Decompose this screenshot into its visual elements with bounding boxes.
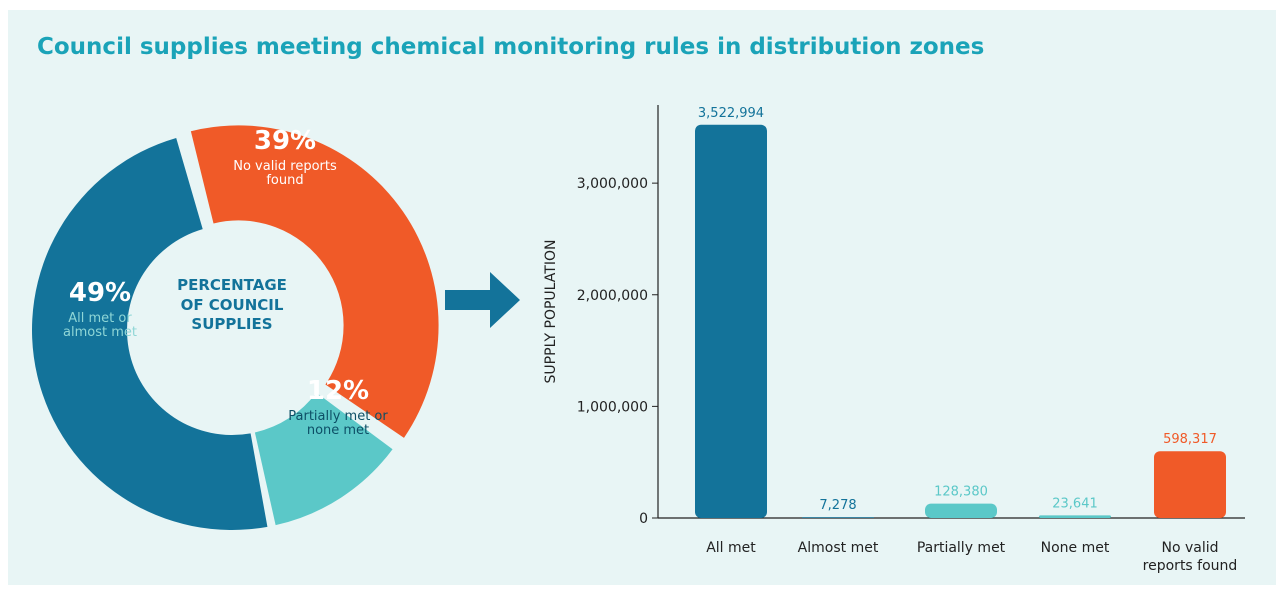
y-tick-label: 0 xyxy=(639,511,648,527)
y-tick-label: 2,000,000 xyxy=(577,288,648,304)
segment-value: 39% xyxy=(253,126,317,156)
bar xyxy=(1154,451,1226,518)
y-tick-label: 3,000,000 xyxy=(577,176,648,192)
x-tick-label: None met xyxy=(1040,540,1110,556)
segment-label: All met or almost met xyxy=(63,311,137,340)
bar xyxy=(925,503,997,518)
title: Council supplies meeting chemical monito… xyxy=(37,34,985,60)
segment-value: 12% xyxy=(306,376,370,406)
donut-segment xyxy=(190,125,439,438)
bar-value-label: 128,380 xyxy=(934,485,988,500)
bar-value-label: 3,522,994 xyxy=(698,106,764,121)
segment-value: 49% xyxy=(68,278,132,308)
bar-value-label: 7,278 xyxy=(819,498,856,513)
segment-label: Partially met or none met xyxy=(288,409,388,438)
bar xyxy=(1039,515,1111,518)
x-tick-label: Partially met xyxy=(916,540,1006,556)
donut-segment xyxy=(32,137,268,530)
bar xyxy=(695,124,767,519)
donut-segment xyxy=(254,392,393,526)
segment-label: No valid reports found xyxy=(233,159,337,188)
y-axis-label: SUPPLY POPULATION xyxy=(543,240,559,384)
x-tick-label: Almost met xyxy=(797,540,879,556)
y-tick-label: 1,000,000 xyxy=(577,399,648,415)
bar-value-label: 598,317 xyxy=(1163,432,1217,447)
bar-value-label: 23,641 xyxy=(1052,496,1098,511)
x-tick-label: All met xyxy=(706,540,756,556)
bar xyxy=(802,517,874,518)
donut-center-label: PERCENTAGE OF COUNCIL SUPPLIES xyxy=(177,276,287,333)
arrow xyxy=(445,272,520,328)
x-tick-label: No valid reports found xyxy=(1142,540,1238,575)
